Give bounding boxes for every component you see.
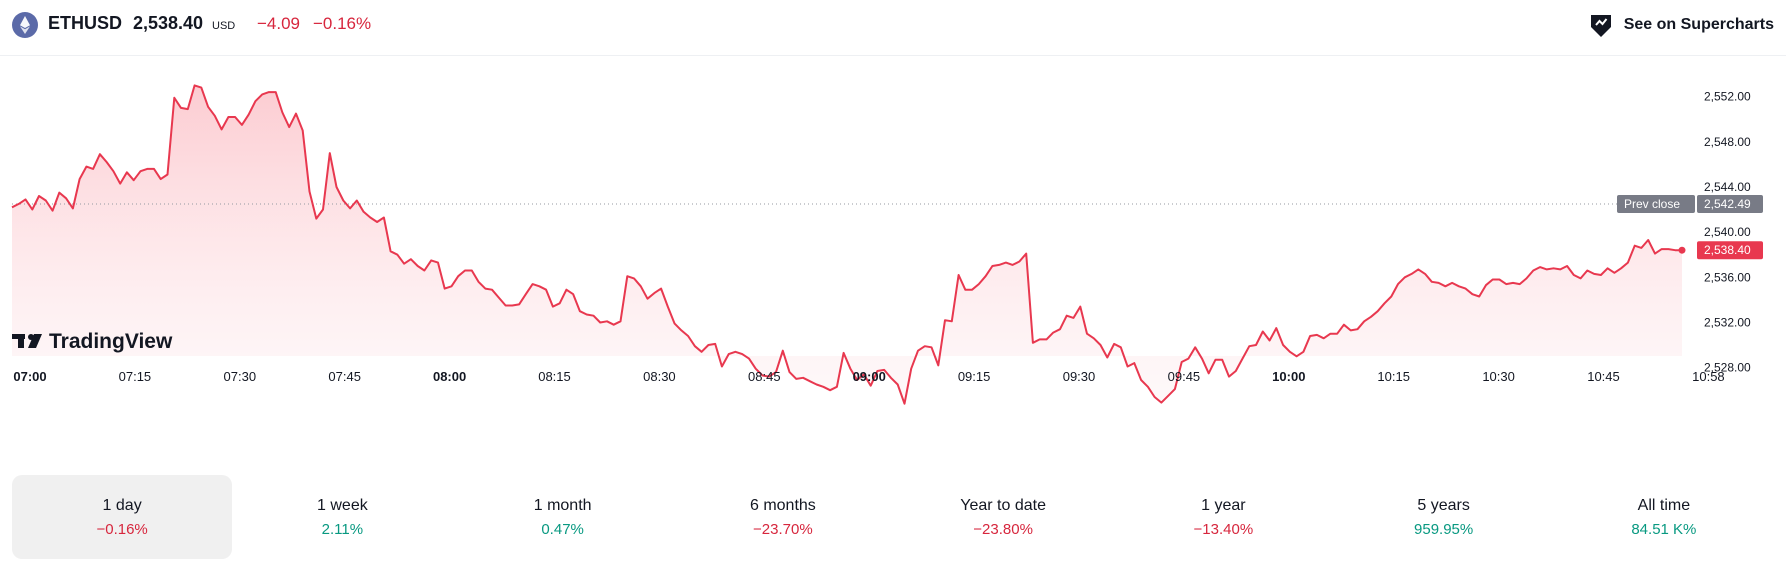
time-axis-label: 07:45 (328, 369, 361, 384)
tradingview-logo-icon (12, 334, 42, 348)
period-label: Year to date (960, 496, 1046, 514)
price-change-percent: −0.16% (313, 14, 372, 33)
period-change-value: 959.95% (1414, 520, 1474, 538)
time-axis-label: 10:45 (1587, 369, 1620, 384)
time-axis-label: 09:30 (1063, 369, 1096, 384)
last-price-tag: 2,538.40 (1697, 241, 1763, 260)
period-label: 6 months (749, 496, 816, 514)
price-axis-label: 2,528.00 (1704, 361, 1751, 375)
time-axis: 07:00 07:15 07:30 07:45 08:00 08:15 08:30 08:45… (13, 369, 1724, 384)
price-axis-label: 2,544.00 (1704, 180, 1751, 194)
period-tab[interactable]: Year to date −23.80% (893, 475, 1113, 559)
time-axis-label: 09:15 (958, 369, 991, 384)
period-label: 5 years (1417, 496, 1470, 514)
period-change-value: 84.51 K% (1631, 520, 1697, 538)
period-label: All time (1637, 496, 1691, 514)
period-tab[interactable]: 6 months −23.70% (673, 475, 893, 559)
period-tab[interactable]: 1 month 0.47% (453, 475, 673, 559)
time-axis-label: 08:15 (538, 369, 571, 384)
period-change-value: −13.40% (1193, 520, 1254, 538)
last-price-dot (1678, 246, 1686, 254)
period-change-value: −0.16% (96, 520, 148, 538)
price-axis: 2,552.00 2,548.00 2,544.00 2,540.00 2,536.00… (1704, 90, 1751, 375)
time-axis-label: 07:15 (119, 369, 152, 384)
price-axis-label: 2,552.00 (1704, 90, 1751, 104)
symbol-name[interactable]: ETHUSD (48, 13, 123, 33)
time-axis-label: 10:30 (1482, 369, 1515, 384)
prev-close-value: 2,542.49 (1704, 197, 1751, 211)
period-label: 1 week (317, 496, 368, 514)
price-axis-label: 2,532.00 (1704, 315, 1751, 329)
price-area-fill (12, 85, 1682, 404)
time-axis-label: 08:45 (748, 369, 781, 384)
time-axis-label: 08:00 (433, 369, 466, 384)
symbol-header: ETHUSD 2,538.40 USD −4.09 −0.16% See on … (0, 0, 1786, 56)
time-axis-label: 10:58 (1692, 369, 1725, 384)
period-change-value: 2.11% (321, 520, 364, 538)
time-axis-label: 07:00 (13, 369, 46, 384)
period-label: 1 month (533, 496, 592, 514)
time-axis-label: 08:30 (643, 369, 676, 384)
period-label: 1 year (1201, 496, 1246, 514)
time-axis-label: 10:15 (1377, 369, 1410, 384)
period-change-value: −23.80% (973, 520, 1033, 538)
price-line (11, 84, 1682, 405)
price-axis-label: 2,548.00 (1704, 135, 1751, 149)
period-label: 1 day (102, 496, 142, 514)
last-price-value: 2,538.40 (1704, 243, 1751, 257)
period-tab[interactable]: 5 years 959.95% (1334, 475, 1554, 559)
price-chart[interactable]: 2,552.00 2,548.00 2,544.00 2,540.00 2,536.00… (0, 56, 1786, 461)
time-axis-label: 10:00 (1272, 369, 1305, 384)
supercharts-icon (1590, 15, 1611, 37)
period-tab[interactable]: 1 week 2.11% (232, 475, 452, 559)
price-axis-label: 2,540.00 (1704, 225, 1751, 239)
prev-close-tag: Prev close 2,542.49 (1617, 195, 1763, 214)
period-tab[interactable]: 1 year −13.40% (1113, 475, 1333, 559)
price-change: −4.09 (257, 14, 301, 33)
time-axis-label: 07:30 (224, 369, 257, 384)
period-change-value: −23.70% (753, 520, 813, 538)
period-change-value: 0.47% (541, 520, 584, 538)
period-selector: 1 day −0.16% 1 week 2.11% 1 month 0.47% 6 mont… (12, 475, 1774, 559)
time-axis-label: 09:45 (1168, 369, 1201, 384)
tradingview-logo-text: TradingView (49, 330, 173, 353)
tradingview-logo[interactable]: TradingView (12, 330, 173, 353)
prev-close-label: Prev close (1624, 197, 1680, 211)
currency-code: USD (212, 20, 236, 32)
ethereum-icon (12, 12, 38, 38)
period-tab[interactable]: All time 84.51 K% (1554, 475, 1774, 559)
period-tab[interactable]: 1 day −0.16% (12, 475, 233, 559)
see-on-supercharts-button[interactable]: See on Supercharts (1586, 10, 1774, 40)
time-axis-label: 09:00 (853, 369, 886, 384)
last-price: 2,538.40 (133, 13, 204, 33)
supercharts-label: See on Supercharts (1623, 16, 1774, 33)
price-axis-label: 2,536.00 (1704, 270, 1751, 284)
